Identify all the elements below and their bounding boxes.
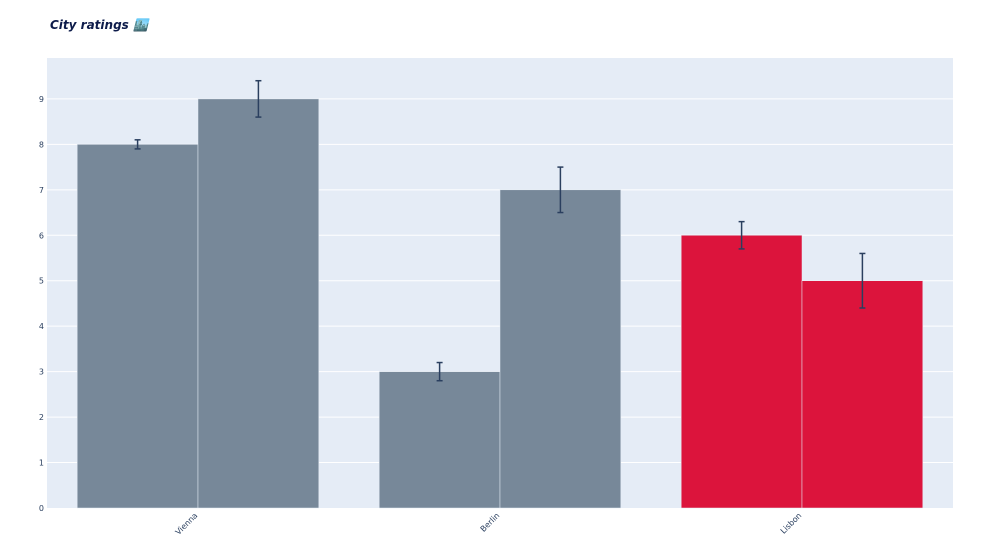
x-axis-ticks: Vienna Berlin Lisbon bbox=[174, 511, 804, 537]
error-bar bbox=[738, 220, 745, 250]
x-tick-label: Vienna bbox=[174, 511, 200, 537]
y-tick-label: 5 bbox=[39, 277, 44, 286]
error-bar bbox=[134, 139, 141, 150]
y-tick-label: 9 bbox=[39, 95, 44, 104]
y-tick-label: 4 bbox=[39, 322, 44, 331]
bar-lisbon-1 bbox=[680, 235, 803, 509]
error-bar bbox=[436, 361, 443, 382]
bar-vienna-2 bbox=[197, 98, 320, 509]
bar-vienna-1 bbox=[76, 144, 199, 509]
chart-title: City ratings 🏙️ bbox=[50, 18, 150, 32]
y-tick-label: 8 bbox=[39, 140, 44, 149]
bar-berlin-1 bbox=[378, 371, 501, 509]
y-tick-label: 2 bbox=[39, 413, 44, 422]
y-tick-label: 3 bbox=[39, 368, 44, 377]
x-tick-label: Lisbon bbox=[779, 511, 804, 536]
error-bars bbox=[134, 79, 866, 382]
bar-lisbon-2 bbox=[801, 280, 924, 509]
error-bar bbox=[255, 79, 262, 118]
x-tick-label: Berlin bbox=[479, 511, 502, 534]
y-tick-label: 1 bbox=[39, 459, 44, 468]
bars bbox=[76, 98, 924, 509]
y-tick-label: 0 bbox=[39, 504, 44, 513]
bar-berlin-2 bbox=[499, 189, 622, 509]
error-bar bbox=[557, 166, 564, 214]
y-tick-label: 6 bbox=[39, 231, 44, 240]
y-tick-label: 7 bbox=[39, 186, 44, 195]
error-bar bbox=[859, 252, 866, 309]
y-axis-ticks: 0 1 2 3 4 5 6 7 8 9 bbox=[39, 95, 44, 513]
